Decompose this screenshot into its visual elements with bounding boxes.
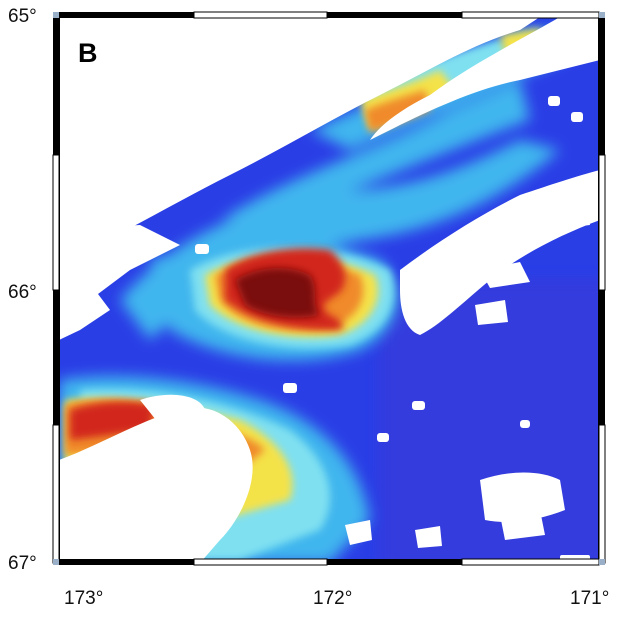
lat-label-67: 67°: [8, 553, 37, 574]
map-frame: [52, 11, 606, 566]
dark-red-core: [235, 268, 320, 318]
lon-label-172: 172°: [313, 588, 353, 609]
lon-label-171: 171°: [570, 588, 610, 609]
lat-label-66: 66°: [8, 282, 37, 303]
cloud-mask: [59, 17, 599, 563]
map-field: [59, 17, 599, 563]
lat-label-65: 65°: [8, 6, 37, 27]
lon-label-173: 173°: [64, 588, 104, 609]
panel-label: B: [78, 38, 98, 68]
